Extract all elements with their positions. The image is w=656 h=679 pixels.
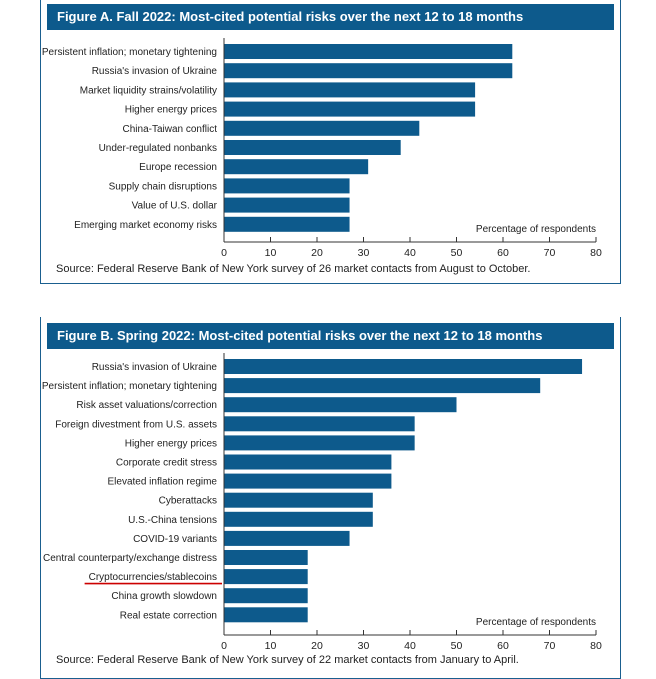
x-tick-label: 0 xyxy=(221,640,227,652)
bar xyxy=(224,397,457,413)
x-tick-label: 60 xyxy=(497,247,509,259)
category-label: Supply chain disruptions xyxy=(109,181,217,192)
x-tick-label: 50 xyxy=(451,640,463,652)
category-label: Value of U.S. dollar xyxy=(132,201,218,212)
category-label: Market liquidity strains/volatility xyxy=(80,85,217,96)
x-axis-title: Percentage of respondents xyxy=(476,617,596,628)
bar xyxy=(224,159,369,175)
figure-b-chart: Russia's invasion of Ukraine Persistent i… xyxy=(42,353,602,652)
category-label: Cyberattacks xyxy=(159,496,217,507)
category-label: Persistent inflation; monetary tightenin… xyxy=(42,47,217,58)
category-label: Real estate correction xyxy=(120,610,217,621)
category-label: Persistent inflation; monetary tightenin… xyxy=(42,381,217,392)
x-tick-label: 80 xyxy=(590,640,602,652)
category-label: U.S.-China tensions xyxy=(128,515,217,526)
category-label: Russia's invasion of Ukraine xyxy=(92,362,218,373)
x-tick-label: 70 xyxy=(544,247,556,259)
bar xyxy=(224,530,350,546)
bar xyxy=(224,607,308,623)
category-label: Elevated inflation regime xyxy=(107,477,217,488)
x-tick-label: 20 xyxy=(311,247,323,259)
figure-a-source: Source: Federal Reserve Bank of New York… xyxy=(56,263,531,275)
bar xyxy=(224,492,373,508)
bar xyxy=(224,550,308,565)
figure-a-title: Figure A. Fall 2022: Most-cited potentia… xyxy=(47,4,614,30)
bar xyxy=(224,197,350,213)
bar xyxy=(224,216,350,232)
category-label: Foreign divestment from U.S. assets xyxy=(55,419,217,430)
category-label: COVID-19 variants xyxy=(133,534,217,545)
bar xyxy=(224,416,415,432)
x-tick-label: 30 xyxy=(358,640,370,652)
figure-b-panel: Figure B. Spring 2022: Most-cited potent… xyxy=(40,317,621,679)
x-tick-label: 60 xyxy=(497,640,509,652)
bar xyxy=(224,359,583,374)
bar xyxy=(224,101,476,117)
category-label: Risk asset valuations/correction xyxy=(76,400,217,411)
bar xyxy=(224,378,541,394)
x-tick-label: 20 xyxy=(311,640,323,652)
category-label: Under-regulated nonbanks xyxy=(99,143,217,154)
x-tick-label: 30 xyxy=(358,247,370,259)
bar xyxy=(224,511,373,527)
bar xyxy=(224,82,476,98)
x-tick-label: 70 xyxy=(544,640,556,652)
x-axis-title: Percentage of respondents xyxy=(476,224,596,235)
figure-b-title: Figure B. Spring 2022: Most-cited potent… xyxy=(47,323,614,349)
figure-a-panel: Figure A. Fall 2022: Most-cited potentia… xyxy=(40,0,621,284)
x-tick-label: 40 xyxy=(404,247,416,259)
x-tick-label: 10 xyxy=(265,640,277,652)
x-tick-label: 40 xyxy=(404,640,416,652)
bar xyxy=(224,44,513,59)
x-tick-label: 0 xyxy=(221,247,227,259)
bar xyxy=(224,120,420,136)
category-label: China-Taiwan conflict xyxy=(123,124,218,135)
bar xyxy=(224,569,308,585)
bar xyxy=(224,140,401,155)
category-label: Higher energy prices xyxy=(125,105,217,116)
x-tick-label: 10 xyxy=(265,247,277,259)
category-label: Emerging market economy risks xyxy=(74,220,217,231)
category-label: Russia's invasion of Ukraine xyxy=(92,66,218,77)
x-tick-label: 80 xyxy=(590,247,602,259)
category-label: China growth slowdown xyxy=(111,591,217,602)
category-label: Europe recession xyxy=(139,162,217,173)
figure-a-chart: Persistent inflation; monetary tightenin… xyxy=(42,38,602,259)
bar xyxy=(224,178,350,194)
category-label: Corporate credit stress xyxy=(116,458,217,469)
category-label: Higher energy prices xyxy=(125,438,217,449)
bar xyxy=(224,63,513,79)
bar xyxy=(224,435,415,451)
x-tick-label: 50 xyxy=(451,247,463,259)
category-label: Central counterparty/exchange distress xyxy=(43,553,217,564)
figure-b-source: Source: Federal Reserve Bank of New York… xyxy=(56,654,519,666)
bar xyxy=(224,588,308,604)
bar xyxy=(224,473,392,489)
bar xyxy=(224,454,392,470)
category-label: Cryptocurrencies/stablecoins xyxy=(89,572,217,583)
